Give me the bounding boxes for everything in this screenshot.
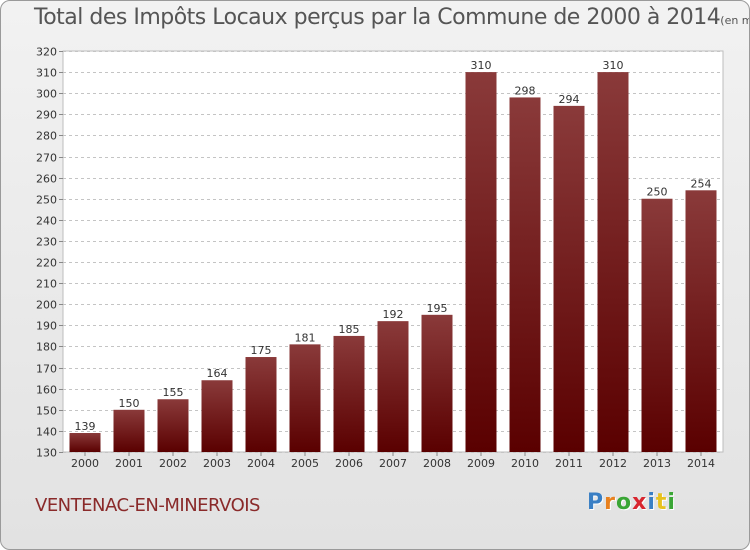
proxiti-logo: Proxiti — [587, 490, 676, 515]
x-tick-label: 2007 — [379, 457, 407, 470]
logo-letter: t — [655, 490, 668, 515]
y-tick-label: 250 — [36, 194, 57, 207]
y-tick-label: 180 — [36, 341, 57, 354]
y-tick-label: 320 — [36, 46, 57, 59]
bar — [157, 399, 189, 452]
y-tick-label: 240 — [36, 215, 57, 228]
x-tick-label: 2013 — [643, 457, 671, 470]
bar — [289, 344, 321, 452]
y-tick-label: 270 — [36, 152, 57, 165]
logo-letter: P — [587, 490, 605, 515]
x-tick-label: 2006 — [335, 457, 363, 470]
x-tick-label: 2000 — [71, 457, 99, 470]
bar — [113, 409, 145, 452]
chart-title: Total des Impôts Locaux perçus par la Co… — [34, 5, 749, 30]
y-tick-label: 200 — [36, 299, 57, 312]
x-tick-label: 2009 — [467, 457, 495, 470]
bar — [465, 72, 497, 453]
logo-letter: o — [615, 490, 633, 515]
y-tick-label: 140 — [36, 426, 57, 439]
bar — [333, 335, 365, 452]
logo-letter: r — [604, 490, 616, 515]
y-tick-label: 230 — [36, 236, 57, 249]
x-tick-label: 2014 — [687, 457, 715, 470]
logo-letter: i — [647, 490, 656, 515]
y-tick-label: 260 — [36, 173, 57, 186]
y-tick-label: 290 — [36, 109, 57, 122]
x-tick-label: 2003 — [203, 457, 231, 470]
data-label: 195 — [427, 302, 448, 315]
chart-title-unit: (en milliers d'€) — [720, 14, 749, 27]
data-label: 181 — [295, 331, 316, 344]
bar — [245, 357, 277, 452]
x-tick-label: 2002 — [159, 457, 187, 470]
y-tick-label: 220 — [36, 257, 57, 270]
bar — [509, 97, 541, 452]
bar — [685, 190, 717, 452]
data-label: 150 — [119, 397, 140, 410]
commune-name: VENTENAC-EN-MINERVOIS — [35, 495, 260, 516]
x-tick-label: 2008 — [423, 457, 451, 470]
data-label: 310 — [603, 59, 624, 72]
y-tick-label: 170 — [36, 363, 57, 376]
data-label: 250 — [647, 186, 668, 199]
bar — [553, 105, 585, 452]
data-label: 139 — [75, 420, 96, 433]
y-tick-label: 300 — [36, 88, 57, 101]
data-label: 192 — [383, 308, 404, 321]
data-label: 310 — [471, 59, 492, 72]
x-tick-label: 2010 — [511, 457, 539, 470]
bar — [69, 433, 101, 452]
bar — [597, 72, 629, 453]
data-label: 294 — [559, 93, 580, 106]
bar — [641, 198, 673, 452]
data-label: 298 — [515, 84, 536, 97]
data-label: 155 — [163, 386, 184, 399]
x-tick-label: 2011 — [555, 457, 583, 470]
y-tick-label: 280 — [36, 130, 57, 143]
bar — [201, 380, 233, 452]
x-tick-label: 2005 — [291, 457, 319, 470]
chart-title-text: Total des Impôts Locaux perçus par la Co… — [34, 5, 721, 30]
y-tick-label: 160 — [36, 384, 57, 397]
logo-letter: x — [632, 490, 648, 515]
y-tick-label: 310 — [36, 67, 57, 80]
bar — [421, 314, 453, 452]
bar — [377, 321, 409, 452]
y-tick-label: 190 — [36, 320, 57, 333]
x-tick-label: 2012 — [599, 457, 627, 470]
y-tick-label: 150 — [36, 405, 57, 418]
x-tick-label: 2004 — [247, 457, 275, 470]
y-tick-label: 130 — [36, 447, 57, 460]
data-label: 185 — [339, 323, 360, 336]
data-label: 175 — [251, 344, 272, 357]
logo-letter: i — [667, 490, 676, 515]
data-label: 254 — [691, 177, 712, 190]
x-tick-label: 2001 — [115, 457, 143, 470]
data-label: 164 — [207, 367, 228, 380]
y-tick-label: 210 — [36, 278, 57, 291]
